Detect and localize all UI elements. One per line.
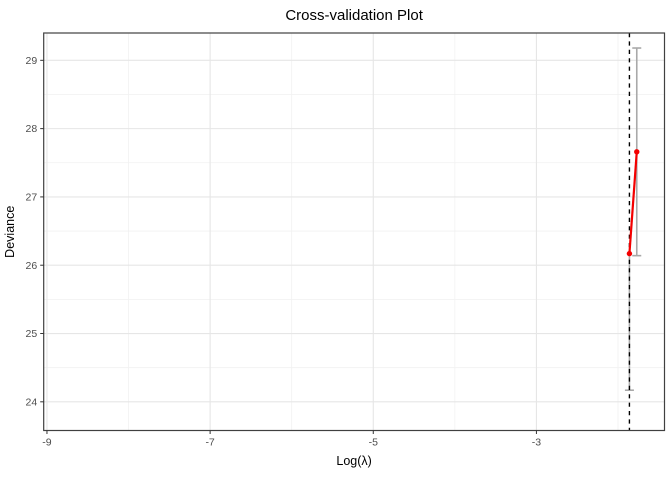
cv-point (626, 250, 633, 257)
y-tick-label: 28 (26, 123, 38, 135)
axis-ticks (40, 59, 537, 434)
chart-title: Cross-validation Plot (285, 7, 423, 24)
y-tick-label: 24 (26, 396, 38, 408)
panel-border (43, 32, 666, 432)
x-tick-label: -3 (532, 437, 541, 449)
x-tick-label: -9 (42, 437, 51, 449)
cv-point (634, 149, 640, 155)
cv-line (628, 151, 638, 254)
y-tick-label: 26 (26, 260, 38, 272)
x-tick-label: -5 (369, 437, 378, 449)
y-tick-labels: 24 25 26 27 28 29 (26, 55, 38, 408)
grid-minor (43, 33, 665, 431)
x-axis-title: Log(λ) (336, 454, 371, 468)
x-tick-labels: -9 -7 -5 -3 (42, 437, 541, 449)
y-tick-label: 29 (26, 55, 38, 67)
y-tick-label: 27 (26, 192, 38, 204)
y-tick-label: 25 (26, 328, 38, 340)
y-axis-title: Deviance (3, 206, 17, 258)
plot-panel (43, 33, 665, 431)
grid-major (43, 33, 665, 431)
x-tick-label: -7 (205, 437, 214, 449)
